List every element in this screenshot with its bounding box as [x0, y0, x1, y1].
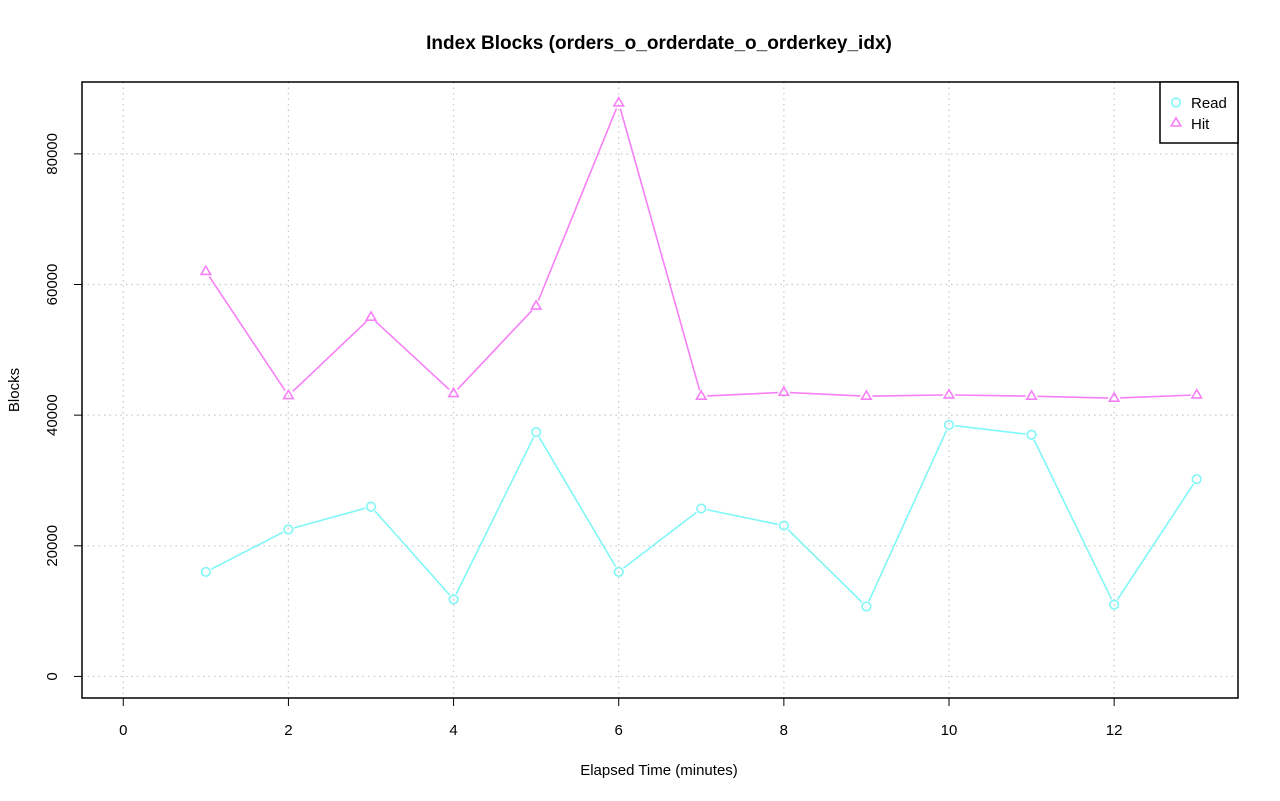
x-tick-label: 8 — [780, 722, 788, 739]
data-point-read — [365, 501, 377, 512]
data-point-read — [861, 601, 872, 612]
data-point-read — [448, 594, 459, 605]
y-tick-label: 20000 — [44, 525, 61, 567]
y-tick-label: 60000 — [44, 264, 61, 306]
data-point-read — [283, 524, 294, 535]
data-point-read — [531, 427, 542, 438]
series-hit-segment — [292, 320, 368, 393]
series-read-segment — [707, 508, 779, 526]
series-read-segment — [1033, 439, 1113, 600]
y-tick-label: 0 — [44, 672, 61, 680]
y-tick-label: 80000 — [44, 133, 61, 175]
series-hit-segment — [374, 320, 450, 391]
series-hit-segment — [208, 275, 286, 392]
data-point-read — [200, 566, 211, 578]
series-hit — [199, 96, 1203, 402]
data-point-read — [1109, 599, 1120, 610]
legend-read-marker — [1170, 97, 1182, 108]
data-point-hit — [777, 385, 791, 397]
y-axis: 0 20000 40000 60000 80000 — [44, 133, 82, 681]
x-tick-label: 10 — [941, 722, 958, 739]
data-point-hit — [612, 96, 625, 107]
series-read — [200, 419, 1202, 612]
data-point-hit — [282, 388, 295, 400]
y-axis-label: Blocks — [6, 368, 23, 412]
data-point-read — [1191, 474, 1202, 485]
series-hit-segment — [789, 391, 861, 397]
grid-lines — [82, 82, 1238, 698]
series-hit-segment — [457, 309, 533, 390]
data-point-hit — [199, 264, 213, 276]
series-hit-segment — [537, 108, 618, 301]
series-read-segment — [455, 437, 535, 595]
legend-box — [1159, 81, 1239, 144]
data-point-read — [1026, 429, 1037, 440]
series-read-segment — [787, 529, 863, 603]
legend-hit-marker — [1169, 116, 1183, 127]
series-read-segment — [954, 424, 1026, 435]
series-read-segment — [1116, 483, 1195, 601]
x-tick-label: 4 — [449, 722, 457, 739]
x-axis-label: Elapsed Time (minutes) — [580, 762, 738, 779]
data-point-read — [696, 503, 707, 514]
data-point-read — [778, 520, 789, 531]
series-read-segment — [374, 510, 451, 596]
series-hit-segment — [1120, 394, 1191, 399]
data-point-hit — [529, 299, 543, 310]
data-point-hit — [695, 389, 708, 401]
x-tick-label: 0 — [119, 722, 127, 739]
series-read-segment — [868, 430, 948, 602]
x-axis: 0 2 4 6 8 10 12 — [119, 698, 1122, 739]
data-point-hit — [942, 388, 956, 399]
data-point-hit — [1025, 389, 1038, 401]
data-point-hit — [1107, 391, 1121, 402]
series-hit-segment — [1037, 395, 1109, 399]
y-tick-label: 40000 — [44, 394, 61, 436]
x-tick-label: 12 — [1106, 722, 1123, 739]
data-point-read — [613, 566, 624, 578]
x-tick-label: 6 — [615, 722, 623, 739]
legend: Read Hit — [1159, 81, 1239, 144]
data-point-hit — [860, 389, 873, 401]
x-tick-label: 2 — [284, 722, 292, 739]
series-hit-segment — [707, 391, 778, 397]
series-hit-segment — [872, 394, 944, 397]
series-read-segment — [622, 511, 698, 569]
legend-hit-label: Hit — [1191, 116, 1210, 133]
series-read-segment — [538, 436, 617, 568]
plot-border — [81, 81, 1239, 699]
legend-read-label: Read — [1191, 95, 1227, 112]
data-point-hit — [1190, 388, 1203, 399]
data-point-read — [943, 419, 955, 431]
series-hit-segment — [954, 394, 1026, 397]
series-read-segment — [293, 507, 366, 529]
chart-title: Index Blocks (orders_o_orderdate_o_order… — [426, 33, 892, 54]
data-point-hit — [447, 386, 460, 398]
series-read-segment — [210, 531, 284, 570]
data-point-hit — [364, 310, 378, 321]
series-layer — [199, 96, 1203, 612]
series-hit-segment — [619, 108, 701, 391]
